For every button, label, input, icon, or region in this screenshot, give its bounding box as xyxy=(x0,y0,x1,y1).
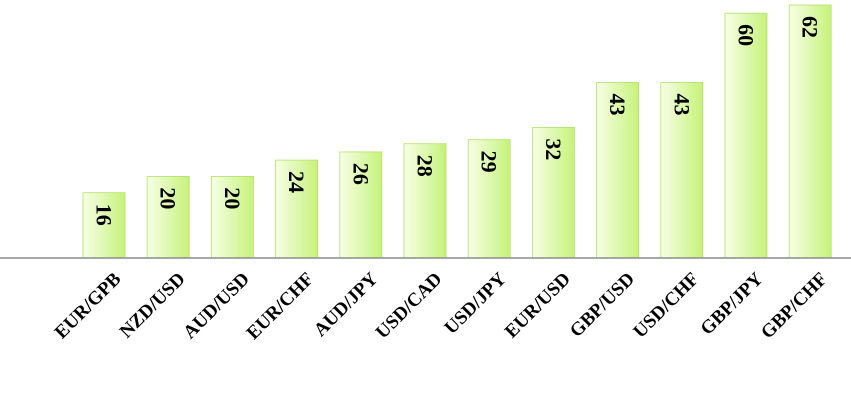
x-tick-label: EUR/GPB xyxy=(51,268,126,343)
x-tick-label: GBP/USD xyxy=(566,269,639,342)
bar-aud-usd xyxy=(210,175,254,259)
data-label: 29 xyxy=(477,151,502,173)
x-tick-labels-layer: EUR/GPBNZD/USDAUD/USDEUR/CHFAUD/JPYUSD/C… xyxy=(51,268,832,344)
data-label: 32 xyxy=(541,138,566,160)
x-tick-label: GBP/CHF xyxy=(757,269,832,344)
x-tick-label: NZD/USD xyxy=(116,269,190,343)
bar-usd-cad xyxy=(403,143,447,259)
data-label: 43 xyxy=(669,94,694,116)
data-label: 62 xyxy=(798,16,823,38)
x-tick-label: EUR/USD xyxy=(501,269,575,343)
bar-nzd-usd xyxy=(146,175,190,259)
bar-gbp-chf xyxy=(788,4,832,259)
x-tick-label: USD/CHF xyxy=(629,269,703,343)
data-label: 16 xyxy=(92,204,117,226)
data-label: 28 xyxy=(413,155,438,177)
data-label: 24 xyxy=(284,171,309,193)
data-labels-layer: 16 20 20 24 26 28 29 32 43 43 60 62 xyxy=(92,16,823,226)
data-label: 20 xyxy=(156,187,181,209)
bar-eur-gpb xyxy=(82,192,126,259)
data-label: 43 xyxy=(605,94,630,116)
bar-usd-chf xyxy=(660,82,704,259)
bar-gbp-jpy xyxy=(724,12,768,259)
x-tick-label: USD/CAD xyxy=(372,269,447,344)
bar-eur-chf xyxy=(275,159,319,259)
data-label: 60 xyxy=(734,24,759,46)
bar-eur-usd xyxy=(532,127,575,259)
bars-layer xyxy=(82,4,832,259)
x-tick-label: EUR/CHF xyxy=(243,269,318,344)
data-label: 26 xyxy=(348,163,373,185)
data-label: 20 xyxy=(220,187,245,209)
bar-aud-jpy xyxy=(339,151,383,259)
x-tick-label: AUD/USD xyxy=(179,269,254,344)
x-tick-label: AUD/JPY xyxy=(310,268,383,341)
